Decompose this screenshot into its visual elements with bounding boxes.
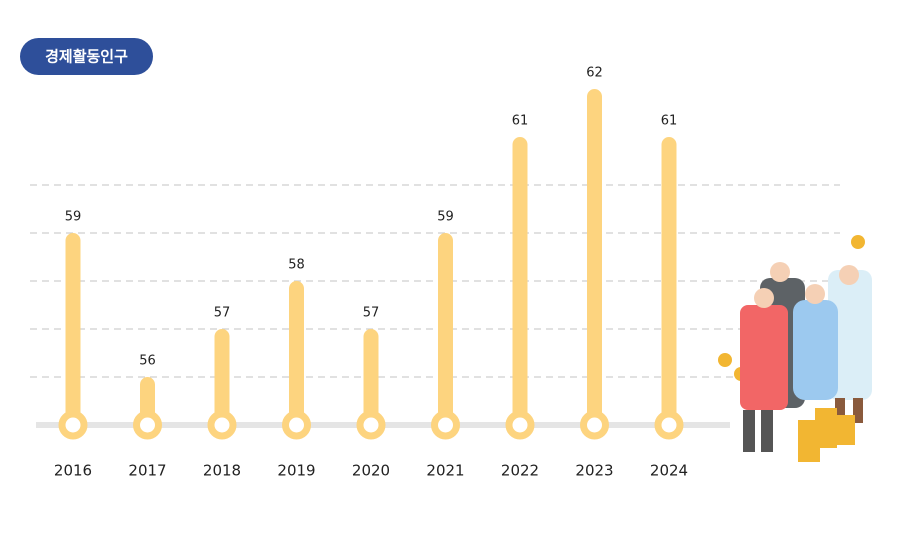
x-tick-label: 2019 <box>277 462 315 480</box>
illustration <box>718 235 872 462</box>
plot-area: 59 2016 56 2017 57 2018 58 2019 57 2020 59 2021 61 20… <box>30 66 840 480</box>
bar-base <box>58 410 88 440</box>
bar <box>587 89 602 425</box>
bar <box>65 233 81 425</box>
data-label: 57 <box>214 306 231 321</box>
bar-base <box>654 410 684 440</box>
bar-base <box>133 410 162 440</box>
x-tick-label: 2021 <box>426 462 464 480</box>
chart-title: 경제활동인구 <box>45 48 128 66</box>
bar-base <box>580 410 609 440</box>
bar <box>214 329 230 425</box>
x-tick-label: 2022 <box>501 462 539 480</box>
data-label: 59 <box>437 210 454 225</box>
bar-base <box>505 410 535 440</box>
bar <box>289 281 304 425</box>
bar-base <box>282 410 311 440</box>
data-label: 57 <box>363 306 380 321</box>
bar-base <box>207 410 237 440</box>
x-tick-label: 2016 <box>54 462 92 480</box>
data-label: 61 <box>661 114 678 129</box>
data-label: 58 <box>288 258 305 273</box>
x-tick-label: 2020 <box>352 462 390 480</box>
bar-base <box>356 410 386 440</box>
data-label: 62 <box>586 66 603 81</box>
bar-base <box>431 410 460 440</box>
title-badge <box>20 38 153 75</box>
data-label: 56 <box>139 354 156 369</box>
x-tick-label: 2023 <box>575 462 613 480</box>
bar <box>661 137 677 425</box>
bar <box>512 137 528 425</box>
x-tick-label: 2017 <box>128 462 166 480</box>
data-label: 59 <box>65 210 82 225</box>
x-tick-label: 2018 <box>203 462 241 480</box>
data-label: 61 <box>512 114 529 129</box>
bar <box>363 329 379 425</box>
x-tick-label: 2024 <box>650 462 688 480</box>
bar <box>438 233 453 425</box>
